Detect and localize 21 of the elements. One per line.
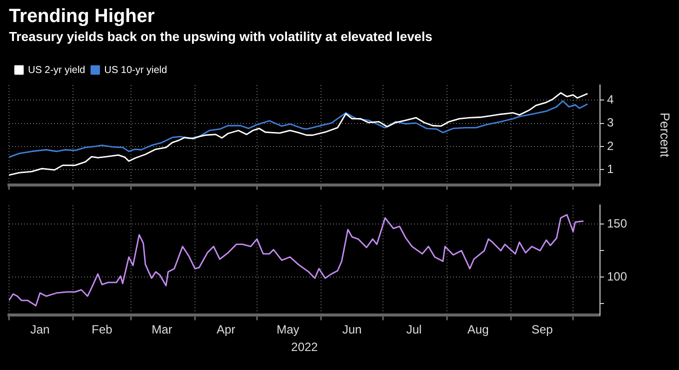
x-tick-label: Jul bbox=[406, 322, 422, 337]
y-tick-label: 1 bbox=[607, 162, 614, 176]
x-tick-label: Apr bbox=[216, 322, 236, 337]
x-tick-label: Mar bbox=[152, 322, 172, 337]
x-tick-label: May bbox=[276, 322, 300, 337]
y-tick-label: 2 bbox=[607, 138, 614, 153]
y-tick-label: 100 bbox=[607, 269, 628, 284]
x-tick-label: Sep bbox=[531, 322, 554, 337]
y-tick-label: 4 bbox=[607, 92, 614, 106]
y-tick-label: 3 bbox=[607, 116, 614, 130]
legend-label: US 2-yr yield bbox=[28, 64, 86, 76]
chart-title: Trending Higher bbox=[9, 6, 156, 28]
x-axis-title: 2022 bbox=[291, 340, 318, 354]
legend-label: US 10-yr yield bbox=[104, 64, 168, 76]
y-axis-title: Percent bbox=[658, 112, 673, 158]
y-tick-label: 150 bbox=[607, 216, 628, 231]
x-tick-label: Feb bbox=[92, 322, 113, 337]
x-tick-label: Aug bbox=[467, 322, 489, 337]
chart-subtitle: Treasury yields back on the upswing with volatility at elevated levels bbox=[9, 29, 434, 45]
x-tick-label: Jan bbox=[30, 322, 50, 337]
x-tick-label: Jun bbox=[342, 322, 362, 337]
